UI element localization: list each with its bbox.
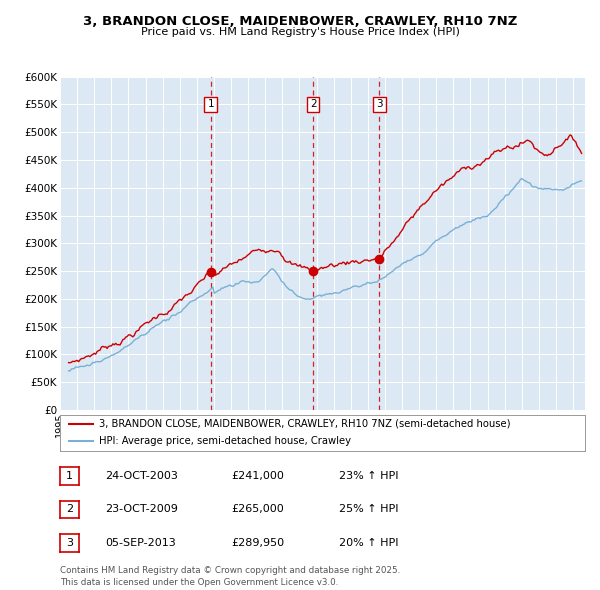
Text: £241,000: £241,000 [231,471,284,481]
Text: HPI: Average price, semi-detached house, Crawley: HPI: Average price, semi-detached house,… [100,436,352,446]
Text: 3, BRANDON CLOSE, MAIDENBOWER, CRAWLEY, RH10 7NZ: 3, BRANDON CLOSE, MAIDENBOWER, CRAWLEY, … [83,15,517,28]
Text: 23-OCT-2009: 23-OCT-2009 [105,504,178,514]
Text: 1: 1 [208,100,214,110]
Text: 3: 3 [376,100,383,110]
Text: 23% ↑ HPI: 23% ↑ HPI [339,471,398,481]
Text: 2: 2 [310,100,317,110]
Text: Price paid vs. HM Land Registry's House Price Index (HPI): Price paid vs. HM Land Registry's House … [140,27,460,37]
Text: 1: 1 [66,471,73,481]
Text: £265,000: £265,000 [231,504,284,514]
Text: 05-SEP-2013: 05-SEP-2013 [105,538,176,548]
Text: £289,950: £289,950 [231,538,284,548]
Text: 24-OCT-2003: 24-OCT-2003 [105,471,178,481]
Text: 2: 2 [66,504,73,514]
Text: 25% ↑ HPI: 25% ↑ HPI [339,504,398,514]
Text: 20% ↑ HPI: 20% ↑ HPI [339,538,398,548]
Text: 3, BRANDON CLOSE, MAIDENBOWER, CRAWLEY, RH10 7NZ (semi-detached house): 3, BRANDON CLOSE, MAIDENBOWER, CRAWLEY, … [100,419,511,429]
Text: Contains HM Land Registry data © Crown copyright and database right 2025.
This d: Contains HM Land Registry data © Crown c… [60,566,400,587]
Text: 3: 3 [66,538,73,548]
